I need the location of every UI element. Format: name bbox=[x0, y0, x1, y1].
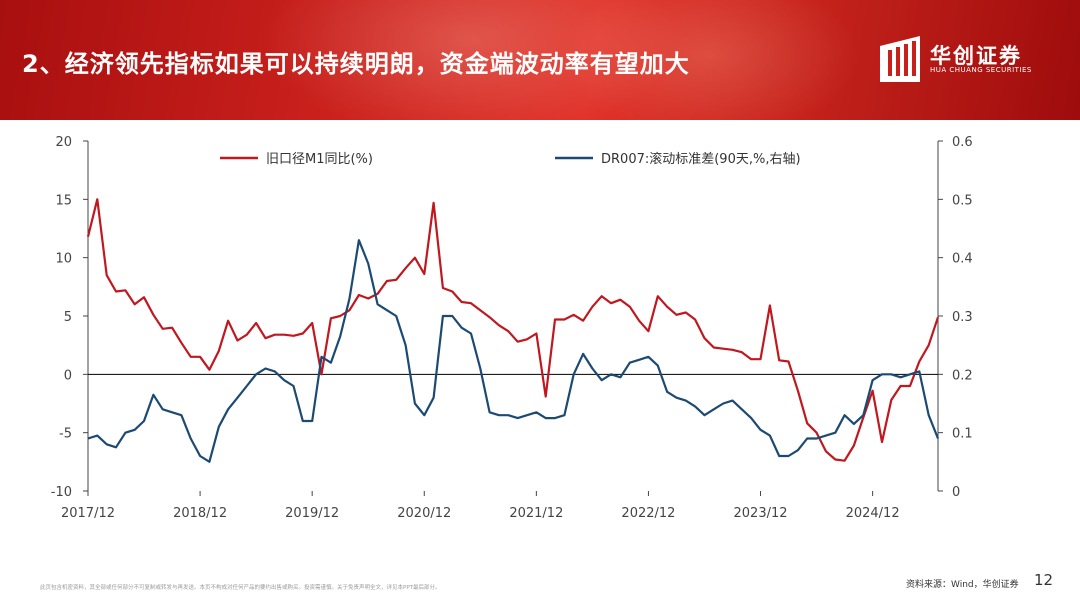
left-tick-label: -10 bbox=[51, 485, 72, 500]
x-tick-label: 2019/12 bbox=[285, 506, 339, 521]
x-tick-label: 2020/12 bbox=[397, 506, 451, 521]
x-tick-label: 2023/12 bbox=[734, 506, 788, 521]
x-tick-label: 2022/12 bbox=[621, 506, 675, 521]
banner-swirl bbox=[560, 0, 860, 120]
dr007-std-line bbox=[87, 239, 940, 463]
x-tick-label: 2021/12 bbox=[509, 506, 563, 521]
left-tick-label: 10 bbox=[55, 252, 72, 267]
left-tick-label: 0 bbox=[64, 368, 72, 383]
right-tick-label: 0.4 bbox=[952, 252, 973, 267]
company-logo-icon bbox=[880, 36, 920, 82]
disclaimer-text: 此页包含机密资料，其全部或任何部分不可复制或转发与再发送。本页不构成对任何产品的… bbox=[40, 585, 441, 591]
x-tick-label: 2018/12 bbox=[173, 506, 227, 521]
left-tick-label: 15 bbox=[55, 193, 72, 208]
right-tick-label: 0.5 bbox=[952, 193, 973, 208]
logo-en-text: HUA CHUANG SECURITIES bbox=[930, 66, 1032, 74]
legend-label: DR007:滚动标准差(90天,%,右轴) bbox=[601, 151, 801, 167]
x-tick-label: 2024/12 bbox=[846, 506, 900, 521]
dual-axis-line-chart: 20 15 10 5 0 -5 -10 0.6 0.5 0.4 0.3 0.2 0.1 0 2017/1… bbox=[51, 135, 973, 521]
page-number: 12 bbox=[1034, 571, 1054, 589]
company-logo: 华创证券 HUA CHUANG SECURITIES bbox=[876, 36, 1056, 86]
left-tick-label: 5 bbox=[64, 310, 72, 325]
left-tick-label: 20 bbox=[55, 135, 72, 150]
legend-label: 旧口径M1同比(%) bbox=[266, 152, 373, 167]
left-tick-label: -5 bbox=[59, 427, 72, 442]
right-tick-label: 0.2 bbox=[952, 368, 973, 383]
page-title: 2、经济领先指标如果可以持续明朗，资金端波动率有望加大 bbox=[22, 50, 690, 78]
header-banner: 2、经济领先指标如果可以持续明朗，资金端波动率有望加大 华创证券 HUA CHU… bbox=[0, 0, 1080, 120]
right-tick-label: 0.6 bbox=[952, 135, 973, 150]
banner-swirl bbox=[260, 0, 680, 120]
m1-yoy-line bbox=[86, 198, 940, 462]
right-tick-label: 0.3 bbox=[952, 310, 973, 325]
right-tick-label: 0 bbox=[952, 485, 960, 500]
x-tick-label: 2017/12 bbox=[61, 506, 115, 521]
right-tick-label: 0.1 bbox=[952, 427, 973, 442]
logo-cn-text: 华创证券 bbox=[930, 44, 1022, 68]
source-note: 资料来源：Wind，华创证券 bbox=[906, 580, 1019, 590]
